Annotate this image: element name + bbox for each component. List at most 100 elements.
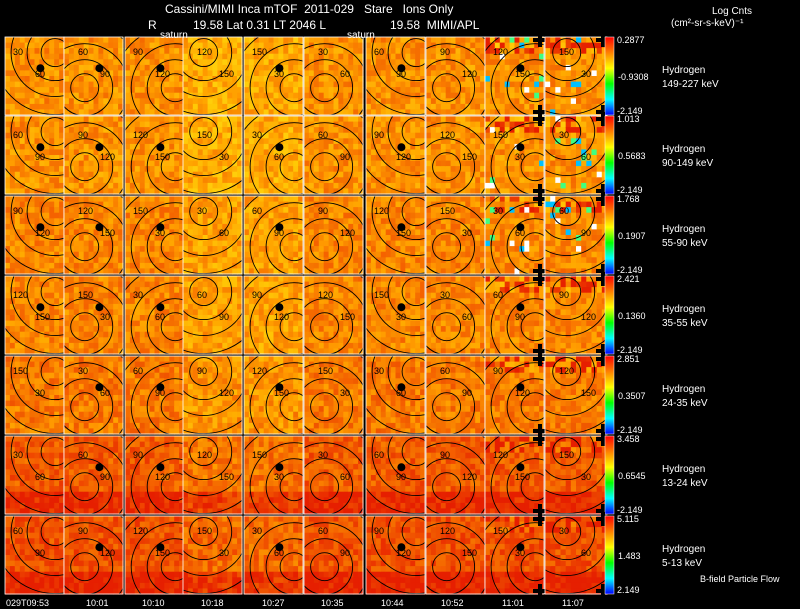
pixel-cell	[217, 235, 223, 242]
pixel-cell	[565, 132, 572, 139]
contour-line	[432, 73, 462, 103]
pixel-cell	[524, 70, 530, 77]
pixel-cell	[68, 207, 75, 214]
pixel-cell	[581, 53, 587, 60]
pixel-cell	[14, 155, 21, 162]
pixel-cell	[98, 240, 104, 247]
pixel-cell	[278, 251, 284, 258]
pixel-cell	[64, 182, 70, 190]
pixel-cell	[560, 64, 567, 72]
pixel-cell	[591, 70, 598, 77]
pixel-cell	[565, 70, 572, 77]
pixel-cell	[293, 182, 299, 190]
pixel-cell	[174, 116, 180, 123]
pixel-cell	[118, 251, 124, 258]
pixel-cell	[318, 149, 325, 156]
pixel-cell	[489, 143, 496, 151]
pixel-cell	[187, 64, 194, 72]
pixel-cell	[430, 196, 437, 203]
pixel-cell	[207, 223, 214, 231]
pixel-cell	[470, 160, 476, 167]
pixel-cell	[343, 262, 349, 270]
pixel-cell	[343, 149, 349, 156]
pixel-cell	[183, 218, 189, 225]
pixel-cell	[450, 235, 457, 242]
pixel-cell	[494, 160, 501, 167]
pixel-cell	[586, 53, 593, 60]
pixel-cell	[405, 177, 411, 184]
pixel-cell	[118, 48, 124, 55]
pixel-cell	[118, 132, 124, 139]
pixel-cell	[519, 103, 525, 111]
pixel-cell	[179, 229, 185, 236]
pixel-cell	[29, 143, 36, 151]
pixel-cell	[455, 143, 461, 151]
pixel-cell	[400, 109, 406, 116]
pixel-cell	[560, 143, 567, 151]
pixel-cell	[232, 201, 238, 208]
pixel-cell	[49, 235, 55, 242]
pixel-cell	[529, 37, 535, 44]
pixel-cell	[534, 53, 540, 60]
pixel-cell	[318, 87, 325, 94]
pixel-cell	[19, 143, 26, 151]
pixel-cell	[494, 207, 501, 214]
pixel-cell	[78, 59, 85, 66]
pixel-cell	[159, 212, 165, 219]
pixel-cell	[304, 132, 310, 139]
pixel-cell	[375, 268, 382, 275]
pixel-cell	[197, 257, 204, 264]
pixel-cell	[19, 70, 26, 77]
pixel-cell	[273, 48, 279, 55]
pixel-cell	[288, 76, 294, 83]
pixel-cell	[370, 223, 377, 231]
contour-line	[26, 37, 64, 82]
pixel-cell	[370, 262, 377, 270]
pixel-cell	[534, 76, 540, 83]
pixel-cell	[24, 218, 31, 225]
pixel-cell	[134, 48, 141, 55]
pixel-cell	[576, 64, 582, 72]
pixel-cell	[113, 42, 119, 49]
pixel-cell	[430, 177, 437, 184]
pixel-cell	[113, 149, 119, 156]
pixel-cell	[370, 149, 377, 156]
pixel-cell	[217, 48, 223, 55]
pixel-cell	[475, 121, 481, 128]
pixel-cell	[338, 92, 344, 99]
pixel-cell	[268, 268, 275, 275]
pixel-cell	[197, 53, 204, 60]
pixel-cell	[426, 182, 432, 190]
pixel-cell	[169, 171, 175, 178]
pixel-cell	[263, 212, 270, 219]
pixel-cell	[415, 188, 421, 195]
pixel-cell	[278, 149, 284, 156]
pixel-cell	[164, 103, 170, 111]
pixel-cell	[217, 257, 223, 264]
pixel-cell	[14, 212, 21, 219]
pixel-cell	[159, 155, 165, 162]
pixel-cell	[366, 229, 372, 236]
pixel-cell	[54, 98, 60, 105]
contour-label: 150	[219, 69, 234, 79]
pixel-cell	[217, 177, 223, 184]
pixel-cell	[353, 98, 359, 105]
pixel-cell	[586, 92, 593, 99]
pixel-cell	[202, 98, 209, 105]
pixel-cell	[576, 48, 582, 55]
pixel-cell	[144, 132, 151, 139]
pixel-cell	[54, 257, 60, 264]
pixel-cell	[318, 127, 325, 134]
pixel-cell	[370, 160, 377, 167]
pixel-cell	[83, 92, 90, 99]
pixel-cell	[293, 262, 299, 270]
pixel-cell	[308, 76, 315, 83]
pixel-cell	[288, 182, 294, 190]
pixel-cell	[298, 223, 304, 231]
pixel-cell	[149, 235, 156, 242]
pixel-cell	[187, 188, 194, 195]
pixel-cell	[283, 121, 289, 128]
pixel-cell	[460, 166, 466, 173]
pixel-cell	[298, 207, 304, 214]
pixel-cell	[400, 127, 406, 134]
